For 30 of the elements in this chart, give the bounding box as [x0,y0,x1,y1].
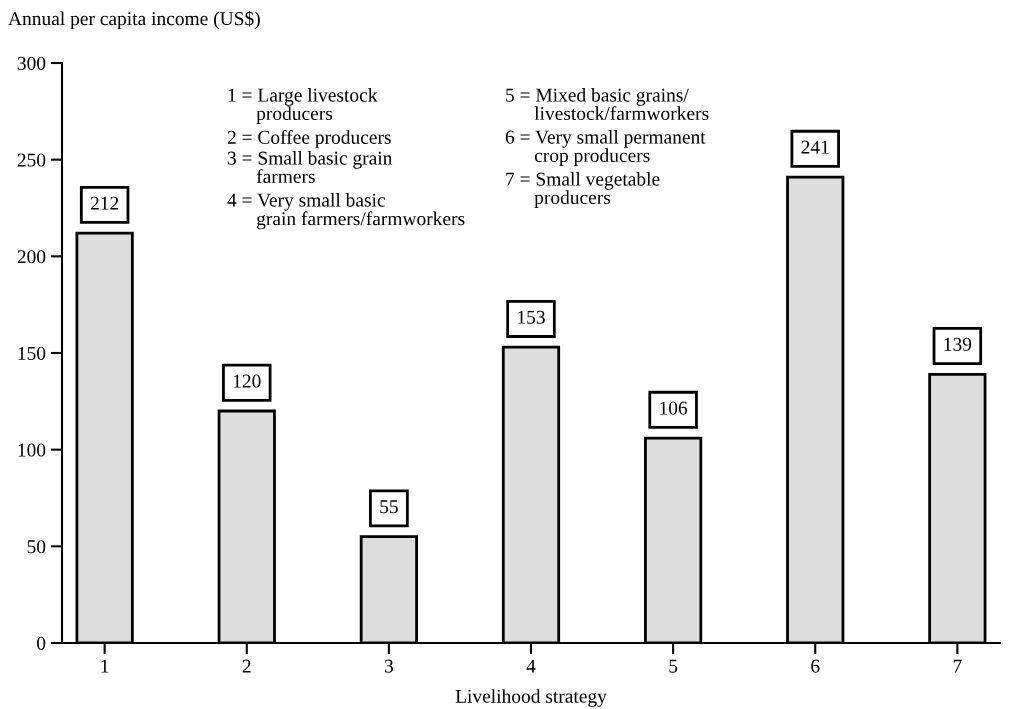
annotation: 4 = Very small basic grain farmers/farmworkers [227,193,465,230]
y-tick-label: 0 [37,636,46,650]
annotation: 6 = Very small permanent crop producers [505,130,706,166]
y-axis-title: Annual per capita income (US$) [8,10,260,30]
annotation: 3 = Small basic grain farmers [227,151,393,184]
x-tick-label: 5 [669,659,678,673]
y-tick-label: 250 [17,153,46,167]
x-tick-label: 7 [953,659,962,673]
data-label: 241 [801,140,829,154]
x-tick-label: 1 [101,659,109,673]
x-tick-label: 2 [242,659,251,673]
annotation: 1 = Large livestock producers [228,88,378,124]
y-tick-label: 150 [18,346,46,360]
data-label: 120 [233,374,261,388]
x-tick-label: 6 [811,659,820,673]
y-tick-label: 200 [17,250,46,264]
annotation: 7 = Small vegetable producers [506,172,660,208]
data-label: 153 [518,310,545,324]
data-label: 212 [90,196,119,210]
x-axis-title: Livelihood strategy [455,689,607,707]
x-tick-label: 3 [384,659,393,673]
annotation: 2 = Coffee producers [227,130,391,148]
annotation: 5 = Mixed basic grains/ livestock/farmworkers [506,88,709,121]
data-label: 139 [944,337,972,351]
data-label: 106 [660,401,688,415]
x-tick-label: 4 [526,659,536,673]
data-label: 55 [380,500,398,514]
y-tick-label: 300 [17,56,46,70]
y-tick-label: 100 [18,443,46,457]
y-tick-label: 50 [27,540,46,554]
